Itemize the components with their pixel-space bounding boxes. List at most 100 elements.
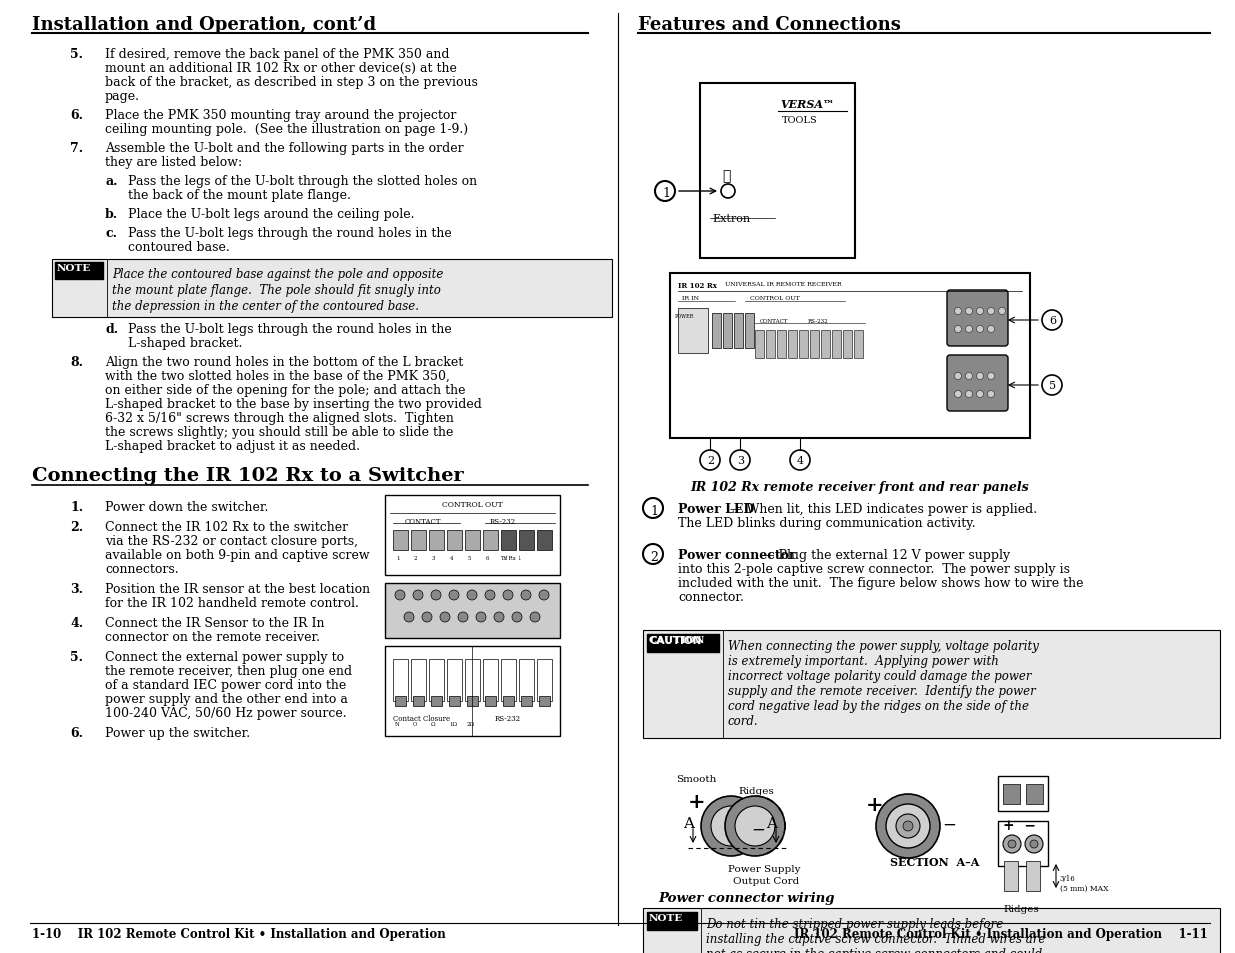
Text: Power Supply: Power Supply	[727, 864, 800, 873]
Bar	[788, 331, 797, 358]
Text: 4: 4	[797, 456, 804, 465]
Circle shape	[966, 308, 972, 315]
Text: 5.: 5.	[70, 650, 83, 663]
Text: −: −	[751, 821, 764, 838]
Text: Connecting the IR 102 Rx to a Switcher: Connecting the IR 102 Rx to a Switcher	[32, 467, 464, 484]
Circle shape	[955, 326, 962, 334]
Text: c.: c.	[105, 227, 117, 240]
FancyBboxPatch shape	[700, 84, 855, 258]
Circle shape	[513, 613, 522, 622]
Circle shape	[735, 806, 776, 846]
Text: 2: 2	[414, 556, 417, 560]
Circle shape	[730, 451, 750, 471]
Text: O: O	[412, 721, 417, 726]
Bar	[503, 697, 514, 706]
Circle shape	[431, 590, 441, 600]
Text: 2.: 2.	[70, 520, 83, 534]
Text: IR IN: IR IN	[682, 295, 699, 301]
Text: Place the contoured base against the pole and opposite: Place the contoured base against the pol…	[112, 268, 443, 281]
FancyBboxPatch shape	[947, 355, 1008, 412]
Text: −: −	[942, 816, 956, 833]
Text: UNIVERSAL IR REMOTE RECEIVER: UNIVERSAL IR REMOTE RECEIVER	[725, 282, 841, 287]
Text: When connecting the power supply, voltage polarity: When connecting the power supply, voltag…	[727, 639, 1039, 652]
Text: 1Ω: 1Ω	[450, 721, 457, 726]
FancyBboxPatch shape	[385, 583, 559, 639]
Bar	[678, 309, 708, 354]
Bar	[411, 531, 426, 551]
Text: connector on the remote receiver.: connector on the remote receiver.	[105, 630, 320, 643]
FancyBboxPatch shape	[385, 496, 559, 576]
Bar	[1004, 862, 1018, 891]
Text: Place the PMK 350 mounting tray around the projector: Place the PMK 350 mounting tray around t…	[105, 109, 457, 122]
Bar	[821, 331, 830, 358]
Bar	[1003, 784, 1020, 804]
FancyBboxPatch shape	[998, 776, 1049, 811]
Bar	[745, 314, 755, 349]
Bar	[393, 531, 408, 551]
Text: Features and Connections: Features and Connections	[638, 16, 900, 34]
Text: back of the bracket, as described in step 3 on the previous: back of the bracket, as described in ste…	[105, 76, 478, 89]
Text: 3: 3	[432, 556, 436, 560]
Bar	[501, 659, 516, 701]
Text: mount an additional IR 102 Rx or other device(s) at the: mount an additional IR 102 Rx or other d…	[105, 62, 457, 75]
Text: Connect the IR Sensor to the IR In: Connect the IR Sensor to the IR In	[105, 617, 325, 629]
Text: SECTION  A–A: SECTION A–A	[890, 856, 979, 867]
Text: CAUTION: CAUTION	[650, 636, 705, 644]
Circle shape	[412, 590, 424, 600]
Text: they are listed below:: they are listed below:	[105, 156, 242, 169]
Circle shape	[966, 326, 972, 334]
Circle shape	[701, 796, 761, 856]
Text: cord.: cord.	[727, 714, 758, 727]
Text: NOTE: NOTE	[650, 913, 683, 923]
Circle shape	[977, 308, 983, 315]
Bar	[647, 912, 697, 930]
Bar	[521, 697, 532, 706]
Text: — When lit, this LED indicates power is applied.: — When lit, this LED indicates power is …	[726, 502, 1037, 516]
Text: Position the IR sensor at the best location: Position the IR sensor at the best locat…	[105, 582, 370, 596]
Text: Place the U-bolt legs around the ceiling pole.: Place the U-bolt legs around the ceiling…	[128, 208, 415, 221]
Bar	[483, 531, 498, 551]
Bar	[501, 531, 516, 551]
Bar	[722, 314, 732, 349]
Bar	[431, 697, 442, 706]
Bar	[485, 697, 496, 706]
Text: 1: 1	[650, 504, 658, 517]
Circle shape	[725, 796, 785, 856]
Circle shape	[988, 326, 994, 334]
Text: IR 102 Rx remote receiver front and rear panels: IR 102 Rx remote receiver front and rear…	[690, 480, 1029, 494]
Bar	[466, 659, 480, 701]
Text: CONTACT: CONTACT	[760, 318, 788, 324]
Bar	[412, 697, 424, 706]
Text: b.: b.	[105, 208, 119, 221]
Text: CAUTION: CAUTION	[650, 636, 701, 645]
Text: 3: 3	[737, 456, 745, 465]
Circle shape	[977, 374, 983, 380]
Text: Tx Rx ↓: Tx Rx ↓	[500, 556, 522, 560]
Text: connector.: connector.	[678, 590, 743, 603]
Circle shape	[1042, 311, 1062, 331]
Circle shape	[988, 391, 994, 398]
Text: 100-240 VAC, 50/60 Hz power source.: 100-240 VAC, 50/60 Hz power source.	[105, 706, 347, 720]
Bar	[538, 697, 550, 706]
Text: 1-10    IR 102 Remote Control Kit • Installation and Operation: 1-10 IR 102 Remote Control Kit • Install…	[32, 927, 446, 940]
FancyBboxPatch shape	[947, 291, 1008, 347]
Circle shape	[503, 590, 513, 600]
Text: 8.: 8.	[70, 355, 83, 369]
Circle shape	[955, 391, 962, 398]
Text: Ridges: Ridges	[739, 786, 774, 795]
Bar	[466, 531, 480, 551]
Text: Connect the external power supply to: Connect the external power supply to	[105, 650, 345, 663]
Bar	[519, 659, 534, 701]
Circle shape	[494, 613, 504, 622]
Text: (5 mm) MAX: (5 mm) MAX	[1060, 884, 1109, 892]
Circle shape	[1008, 841, 1016, 848]
Bar	[483, 659, 498, 701]
Text: +: +	[688, 791, 705, 811]
Text: page.: page.	[105, 90, 140, 103]
Circle shape	[1042, 375, 1062, 395]
Text: installing the captive screw connector.  Tinned wires are: installing the captive screw connector. …	[706, 932, 1045, 945]
Text: Installation and Operation, cont’d: Installation and Operation, cont’d	[32, 16, 377, 34]
Text: 5.: 5.	[70, 48, 83, 61]
Text: supply and the remote receiver.  Identify the power: supply and the remote receiver. Identify…	[727, 684, 1036, 698]
Circle shape	[966, 374, 972, 380]
